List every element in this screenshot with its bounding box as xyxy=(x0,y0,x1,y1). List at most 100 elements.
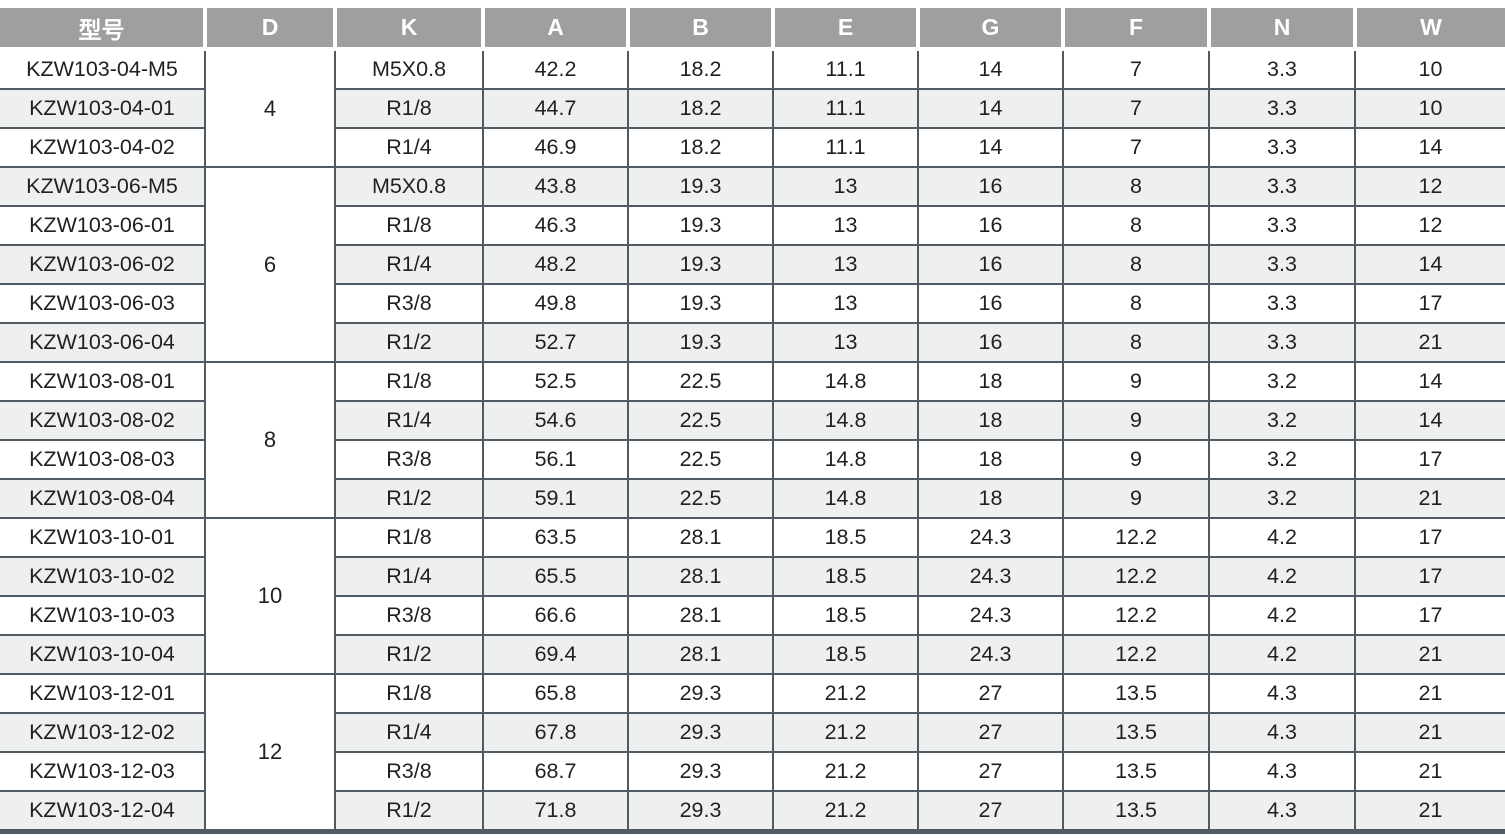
cell-k: M5X0.8 xyxy=(334,49,484,90)
cell-b: 19.3 xyxy=(627,283,774,324)
table-body: KZW103-04-M5 4 M5X0.8 42.2 18.2 11.1 14 7 3.3 10 K… xyxy=(0,49,1505,833)
cell-w: 17 xyxy=(1354,556,1505,597)
cell-k: R3/8 xyxy=(334,595,484,636)
cell-f: 13.5 xyxy=(1062,751,1210,792)
cell-w: 12 xyxy=(1354,205,1505,246)
cell-model: KZW103-06-04 xyxy=(0,322,206,363)
cell-k: R3/8 xyxy=(334,439,484,480)
cell-e: 21.2 xyxy=(772,790,919,833)
cell-f: 7 xyxy=(1062,127,1210,168)
cell-k: R1/8 xyxy=(334,673,484,714)
column-header-d: D xyxy=(203,8,337,51)
cell-model: KZW103-06-01 xyxy=(0,205,206,246)
cell-model: KZW103-10-04 xyxy=(0,634,206,675)
cell-f: 9 xyxy=(1062,400,1210,441)
cell-a: 63.5 xyxy=(482,517,629,558)
cell-g: 18 xyxy=(917,478,1064,519)
cell-f: 8 xyxy=(1062,322,1210,363)
cell-n: 3.2 xyxy=(1208,400,1356,441)
cell-e: 11.1 xyxy=(772,88,919,129)
table-row: KZW103-06-03 R3/8 49.8 19.3 13 16 8 3.3 17 xyxy=(0,283,1505,324)
cell-k: R1/4 xyxy=(334,244,484,285)
cell-g: 18 xyxy=(917,439,1064,480)
cell-g: 14 xyxy=(917,49,1064,90)
cell-w: 17 xyxy=(1354,517,1505,558)
cell-w: 12 xyxy=(1354,166,1505,207)
cell-w: 14 xyxy=(1354,361,1505,402)
cell-k: R1/4 xyxy=(334,127,484,168)
cell-n: 3.3 xyxy=(1208,244,1356,285)
cell-g: 24.3 xyxy=(917,634,1064,675)
cell-a: 65.5 xyxy=(482,556,629,597)
cell-model: KZW103-12-03 xyxy=(0,751,206,792)
cell-n: 3.3 xyxy=(1208,283,1356,324)
cell-a: 46.9 xyxy=(482,127,629,168)
cell-g: 24.3 xyxy=(917,517,1064,558)
cell-b: 29.3 xyxy=(627,790,774,833)
cell-model: KZW103-10-02 xyxy=(0,556,206,597)
cell-d-merged: 12 xyxy=(204,673,336,833)
cell-w: 10 xyxy=(1354,88,1505,129)
cell-w: 21 xyxy=(1354,712,1505,753)
cell-b: 22.5 xyxy=(627,478,774,519)
cell-f: 7 xyxy=(1062,49,1210,90)
table-row: KZW103-12-04 R1/2 71.8 29.3 21.2 27 13.5 4.3 21 xyxy=(0,790,1505,833)
cell-model: KZW103-12-02 xyxy=(0,712,206,753)
cell-n: 4.3 xyxy=(1208,712,1356,753)
cell-k: R3/8 xyxy=(334,283,484,324)
column-header-model: 型号 xyxy=(0,8,207,51)
cell-w: 14 xyxy=(1354,400,1505,441)
cell-w: 14 xyxy=(1354,127,1505,168)
cell-e: 18.5 xyxy=(772,595,919,636)
cell-e: 11.1 xyxy=(772,127,919,168)
cell-e: 18.5 xyxy=(772,556,919,597)
table-row: KZW103-06-01 R1/8 46.3 19.3 13 16 8 3.3 12 xyxy=(0,205,1505,246)
cell-g: 27 xyxy=(917,751,1064,792)
cell-b: 18.2 xyxy=(627,49,774,90)
cell-f: 12.2 xyxy=(1062,556,1210,597)
cell-model: KZW103-12-04 xyxy=(0,790,206,833)
cell-a: 54.6 xyxy=(482,400,629,441)
cell-b: 18.2 xyxy=(627,88,774,129)
table-header: 型号 D K A B E G F N W xyxy=(0,8,1505,51)
cell-e: 14.8 xyxy=(772,400,919,441)
table-row: KZW103-08-04 R1/2 59.1 22.5 14.8 18 9 3.2 21 xyxy=(0,478,1505,519)
cell-b: 28.1 xyxy=(627,595,774,636)
cell-w: 21 xyxy=(1354,751,1505,792)
cell-a: 49.8 xyxy=(482,283,629,324)
cell-d-merged: 4 xyxy=(204,49,336,168)
cell-f: 8 xyxy=(1062,205,1210,246)
cell-w: 17 xyxy=(1354,595,1505,636)
cell-k: R1/8 xyxy=(334,517,484,558)
cell-n: 4.2 xyxy=(1208,556,1356,597)
cell-model: KZW103-04-01 xyxy=(0,88,206,129)
cell-e: 13 xyxy=(772,322,919,363)
cell-a: 67.8 xyxy=(482,712,629,753)
cell-g: 24.3 xyxy=(917,556,1064,597)
cell-e: 21.2 xyxy=(772,673,919,714)
cell-e: 18.5 xyxy=(772,634,919,675)
cell-k: R1/8 xyxy=(334,361,484,402)
cell-e: 14.8 xyxy=(772,478,919,519)
cell-b: 29.3 xyxy=(627,673,774,714)
cell-n: 4.2 xyxy=(1208,634,1356,675)
cell-b: 29.3 xyxy=(627,751,774,792)
cell-d-merged: 8 xyxy=(204,361,336,519)
table-row: KZW103-10-01 10 R1/8 63.5 28.1 18.5 24.3 12.2 4.… xyxy=(0,517,1505,675)
cell-e: 13 xyxy=(772,205,919,246)
cell-b: 28.1 xyxy=(627,634,774,675)
cell-k: R1/2 xyxy=(334,322,484,363)
cell-k: M5X0.8 xyxy=(334,166,484,207)
cell-g: 14 xyxy=(917,88,1064,129)
cell-g: 14 xyxy=(917,127,1064,168)
cell-model: KZW103-06-02 xyxy=(0,244,206,285)
table-row: KZW103-10-03 R3/8 66.6 28.1 18.5 24.3 12.2 4.2 1… xyxy=(0,595,1505,636)
cell-a: 69.4 xyxy=(482,634,629,675)
cell-model: KZW103-08-03 xyxy=(0,439,206,480)
cell-b: 28.1 xyxy=(627,517,774,558)
cell-g: 16 xyxy=(917,283,1064,324)
cell-f: 12.2 xyxy=(1062,595,1210,636)
cell-n: 3.3 xyxy=(1208,127,1356,168)
cell-n: 3.2 xyxy=(1208,361,1356,402)
cell-a: 65.8 xyxy=(482,673,629,714)
